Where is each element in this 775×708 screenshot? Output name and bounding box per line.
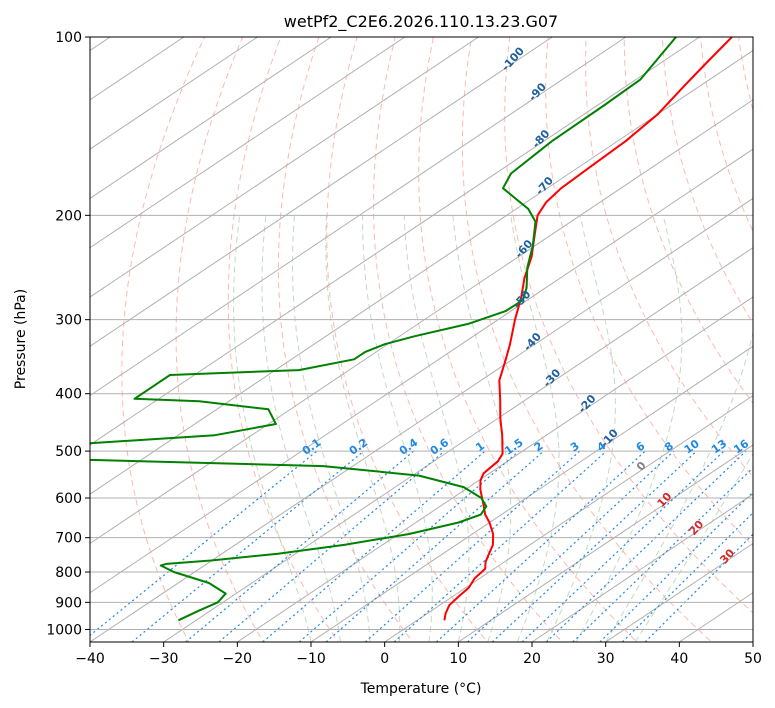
mixing-ratio-line — [491, 450, 697, 642]
moist-adiabat-line — [605, 330, 753, 642]
y-tick-label: 600 — [55, 491, 82, 507]
isotherm-line — [90, 37, 627, 397]
x-tick-label: −20 — [223, 651, 253, 667]
y-tick-label: 900 — [55, 595, 82, 611]
y-tick-label: 500 — [55, 444, 82, 460]
mixing-ratio-line — [90, 450, 318, 637]
isotherm-line — [237, 296, 753, 642]
isotherm-line — [531, 493, 753, 642]
x-axis-title: Temperature (°C) — [360, 681, 482, 697]
dry-adiabat-line — [584, 37, 753, 478]
mixing-ratio-line — [218, 450, 445, 642]
isotherm-line — [90, 37, 406, 249]
isotherm-line — [458, 444, 753, 642]
isotherm-line — [90, 197, 753, 642]
x-tick-label: −40 — [75, 651, 105, 667]
y-axis-title: Pressure (hPa) — [13, 289, 29, 389]
mixing-ratio-line — [436, 450, 646, 642]
mixing-ratio-line — [262, 450, 486, 642]
axes-frame — [89, 36, 754, 643]
x-tick-label: −30 — [149, 651, 179, 667]
axes-frame-layer: −40 −30 −20 −10 0 10 20 30 40 50 1000 900 800 700 600 5… — [46, 30, 762, 667]
x-tick-label: 20 — [523, 651, 541, 667]
moist-adiabat-line — [362, 215, 433, 642]
moist-adiabat-line — [575, 215, 683, 642]
isotherm-line — [90, 37, 332, 199]
y-tick-label: 300 — [55, 313, 82, 329]
x-tick-label: 30 — [597, 651, 615, 667]
plot-area — [90, 37, 753, 642]
mixing-ratio-line — [467, 450, 675, 642]
mixing-ratio-line — [621, 511, 753, 642]
x-tick-label: 10 — [449, 651, 467, 667]
isotherm-line — [163, 247, 753, 642]
isotherm-line — [90, 37, 479, 298]
y-tick-label: 800 — [55, 565, 82, 581]
isotherm-line — [90, 37, 258, 150]
moist-adiabat-line — [634, 452, 753, 642]
dry-adiabat-line — [661, 37, 753, 325]
isotherm-line — [90, 99, 753, 545]
moist-adiabat-line — [452, 215, 512, 642]
mixing-ratio-line — [521, 450, 725, 642]
mixing-ratio-line — [131, 450, 365, 642]
mixing-ratio-line — [599, 491, 753, 642]
y-tick-label: 400 — [55, 387, 82, 403]
mixing-ratio-line — [644, 533, 753, 642]
isotherm-line — [90, 37, 700, 446]
y-tick-label: 200 — [55, 208, 82, 224]
x-tick-label: −10 — [296, 651, 326, 667]
isotherm-line — [310, 345, 753, 642]
temperature-profile-line — [443, 37, 733, 621]
isotherm-line — [384, 394, 753, 642]
isotherm-line — [90, 148, 753, 594]
x-tick-label: 40 — [670, 651, 688, 667]
chart-title: wetPf2_C2E6.2026.110.13.23.G07 — [284, 12, 558, 32]
mixing-ratio-line — [545, 450, 747, 642]
mixing-ratio-line — [572, 466, 753, 642]
x-tick-label: 0 — [380, 651, 389, 667]
y-tick-label: 100 — [55, 30, 82, 46]
mixing-ratio-line — [298, 450, 520, 642]
isotherm-line — [90, 49, 753, 495]
isotherm-line — [90, 37, 553, 347]
dry-adiabat-line — [227, 37, 339, 642]
moist-adiabat-line — [403, 215, 470, 642]
dewpoint-profile-line — [90, 37, 677, 622]
moist-adiabat-line — [546, 215, 616, 642]
x-tick-label: 50 — [744, 651, 762, 667]
mixing-ratio-line — [325, 450, 545, 642]
y-tick-label: 700 — [55, 531, 82, 547]
y-tick-label: 1000 — [46, 622, 82, 638]
moist-adiabat-line — [325, 215, 401, 642]
dry-adiabat-line — [545, 37, 753, 547]
